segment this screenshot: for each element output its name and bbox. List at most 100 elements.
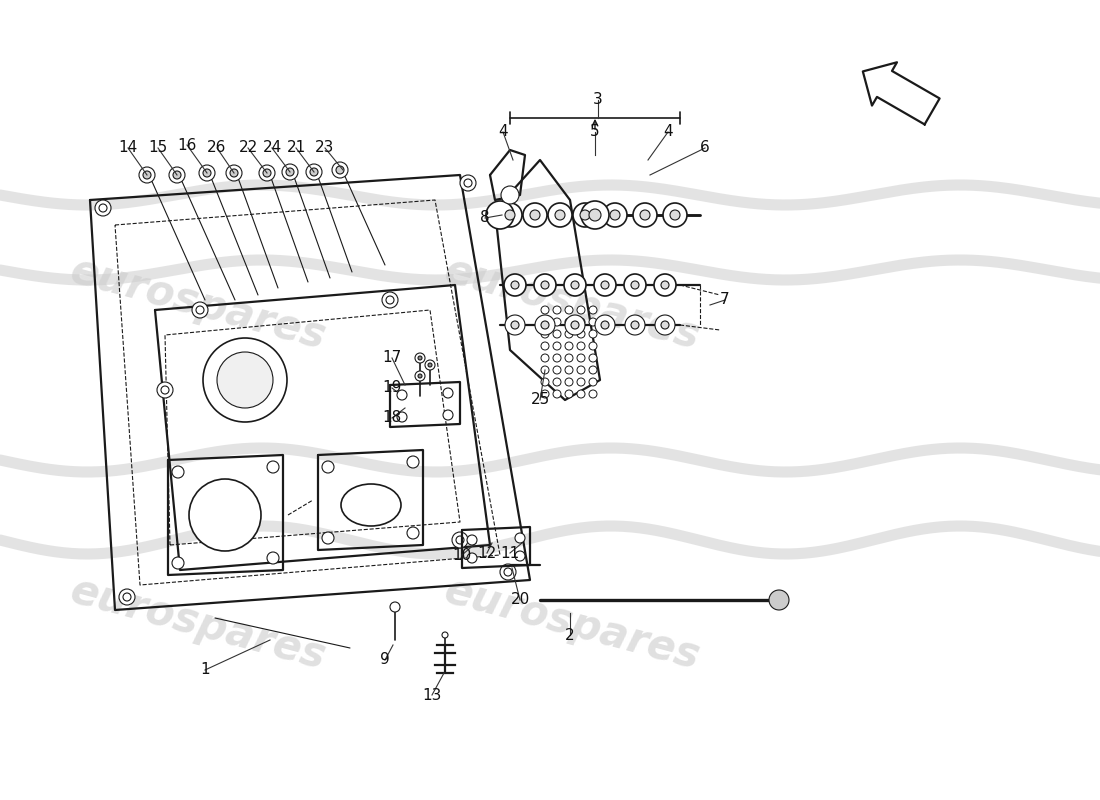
Circle shape [173,171,182,179]
Circle shape [654,315,675,335]
Circle shape [418,374,422,378]
Circle shape [267,461,279,473]
Text: 5: 5 [591,125,600,139]
Circle shape [565,366,573,374]
Circle shape [169,167,185,183]
Circle shape [306,164,322,180]
Circle shape [505,210,515,220]
Circle shape [541,321,549,329]
Circle shape [99,204,107,212]
Circle shape [588,209,601,221]
Text: 16: 16 [177,138,197,153]
Circle shape [578,318,585,326]
Circle shape [588,306,597,314]
Circle shape [553,354,561,362]
Text: 24: 24 [263,141,282,155]
Circle shape [654,274,676,296]
Circle shape [123,593,131,601]
Text: 7: 7 [720,293,729,307]
Circle shape [418,356,422,360]
Circle shape [336,166,344,174]
Circle shape [217,352,273,408]
Circle shape [553,318,561,326]
Text: 4: 4 [498,125,508,139]
Circle shape [553,342,561,350]
Circle shape [553,330,561,338]
Circle shape [460,175,476,191]
Circle shape [578,354,585,362]
Text: 20: 20 [510,593,529,607]
Circle shape [663,203,688,227]
Circle shape [534,274,556,296]
Circle shape [565,315,585,335]
Circle shape [661,321,669,329]
Circle shape [196,306,204,314]
Circle shape [571,321,579,329]
Circle shape [515,551,525,561]
Text: 18: 18 [383,410,402,426]
Circle shape [468,535,477,545]
Circle shape [631,281,639,289]
Circle shape [640,210,650,220]
Circle shape [581,201,609,229]
Circle shape [512,321,519,329]
Circle shape [512,281,519,289]
Circle shape [504,274,526,296]
Text: 14: 14 [119,141,138,155]
Circle shape [226,165,242,181]
Circle shape [541,330,549,338]
Circle shape [515,533,525,543]
Circle shape [578,366,585,374]
Circle shape [95,200,111,216]
Text: 26: 26 [207,141,227,155]
Circle shape [553,366,561,374]
Circle shape [565,306,573,314]
Circle shape [282,164,298,180]
Circle shape [464,179,472,187]
Circle shape [425,360,435,370]
Circle shape [769,590,789,610]
Text: eurospares: eurospares [440,250,704,358]
Text: 6: 6 [700,141,710,155]
Circle shape [578,342,585,350]
Circle shape [588,390,597,398]
Circle shape [670,210,680,220]
Circle shape [267,552,279,564]
Ellipse shape [341,484,402,526]
Text: 10: 10 [452,547,472,562]
Circle shape [631,321,639,329]
Circle shape [573,203,597,227]
Circle shape [565,330,573,338]
Text: 22: 22 [239,141,257,155]
Circle shape [397,412,407,422]
Circle shape [386,296,394,304]
Circle shape [258,165,275,181]
Circle shape [139,167,155,183]
Circle shape [407,527,419,539]
Text: 15: 15 [148,141,167,155]
Circle shape [565,318,573,326]
Circle shape [143,171,151,179]
Text: 2: 2 [565,627,575,642]
Circle shape [522,203,547,227]
Circle shape [541,378,549,386]
Circle shape [553,306,561,314]
Circle shape [588,318,597,326]
Circle shape [625,315,645,335]
Circle shape [199,165,214,181]
Circle shape [541,366,549,374]
Text: 12: 12 [477,546,496,561]
Circle shape [500,564,516,580]
Circle shape [332,162,348,178]
Circle shape [588,342,597,350]
Circle shape [530,210,540,220]
Text: 8: 8 [481,210,490,226]
Circle shape [428,363,432,367]
Circle shape [486,201,514,229]
Text: 11: 11 [500,546,519,561]
Circle shape [192,302,208,318]
Text: 13: 13 [422,687,442,702]
Circle shape [565,354,573,362]
Circle shape [541,342,549,350]
Circle shape [565,378,573,386]
